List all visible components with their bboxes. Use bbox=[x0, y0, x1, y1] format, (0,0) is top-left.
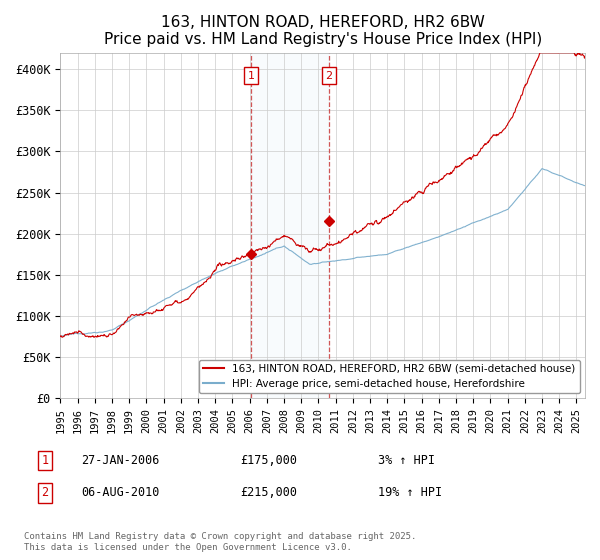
Legend: 163, HINTON ROAD, HEREFORD, HR2 6BW (semi-detached house), HPI: Average price, s: 163, HINTON ROAD, HEREFORD, HR2 6BW (sem… bbox=[199, 360, 580, 393]
Title: 163, HINTON ROAD, HEREFORD, HR2 6BW
Price paid vs. HM Land Registry's House Pric: 163, HINTON ROAD, HEREFORD, HR2 6BW Pric… bbox=[104, 15, 542, 48]
Text: 27-JAN-2006: 27-JAN-2006 bbox=[81, 454, 160, 467]
Text: 06-AUG-2010: 06-AUG-2010 bbox=[81, 486, 160, 500]
Text: 2: 2 bbox=[41, 486, 49, 500]
Text: £215,000: £215,000 bbox=[240, 486, 297, 500]
Bar bbox=[251, 53, 329, 398]
Text: 3% ↑ HPI: 3% ↑ HPI bbox=[378, 454, 435, 467]
Text: £175,000: £175,000 bbox=[240, 454, 297, 467]
Text: 19% ↑ HPI: 19% ↑ HPI bbox=[378, 486, 442, 500]
Text: Contains HM Land Registry data © Crown copyright and database right 2025.
This d: Contains HM Land Registry data © Crown c… bbox=[24, 532, 416, 552]
Text: 1: 1 bbox=[247, 71, 254, 81]
Text: 2: 2 bbox=[325, 71, 332, 81]
Text: 1: 1 bbox=[41, 454, 49, 467]
